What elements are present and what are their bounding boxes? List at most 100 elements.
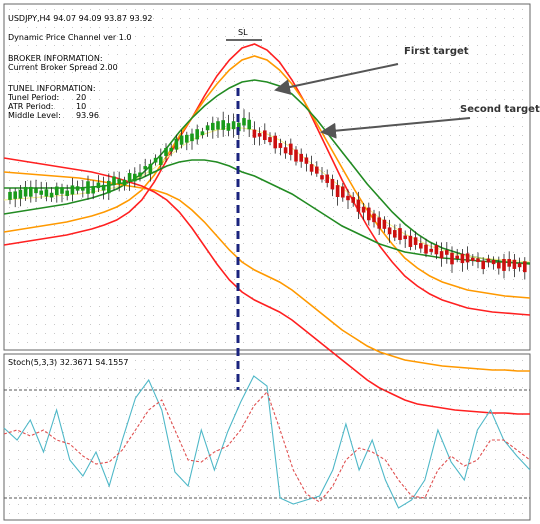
- candle: [179, 130, 184, 149]
- candle: [408, 229, 413, 251]
- candle: [507, 251, 511, 272]
- candle: [117, 171, 121, 192]
- candle: [283, 140, 288, 159]
- candle: [257, 127, 262, 146]
- tunel-period-label: Tunel Period:: [8, 93, 60, 102]
- candle: [497, 256, 501, 275]
- second-target-arrow: [320, 117, 471, 139]
- candle: [315, 161, 319, 177]
- candle: [200, 127, 205, 139]
- broker-spread: Current Broker Spread 2.00: [8, 63, 118, 72]
- spread-label: Current Broker Spread: [8, 63, 98, 72]
- candle: [127, 169, 132, 191]
- candle: [8, 188, 12, 205]
- candle: [29, 180, 33, 203]
- candle: [351, 192, 355, 207]
- stoch-main-line: [3, 375, 531, 509]
- candle: [491, 256, 496, 270]
- candle: [91, 180, 95, 200]
- stoch-values: 32.3671 54.1557: [59, 358, 129, 367]
- band-line-6: [3, 157, 530, 415]
- candle: [44, 182, 49, 202]
- candle: [185, 131, 189, 151]
- first-target-arrow: [274, 63, 399, 95]
- candle: [372, 209, 376, 228]
- candle: [445, 242, 449, 264]
- tunnel-heading: TUNEL INFORMATION:: [8, 84, 96, 93]
- candle: [382, 216, 387, 233]
- candle: [112, 171, 116, 191]
- candle: [486, 254, 491, 268]
- candle: [304, 154, 309, 172]
- candle: [75, 180, 80, 195]
- candle: [49, 187, 54, 202]
- sl-label: SL: [238, 28, 248, 37]
- candle: [424, 238, 428, 258]
- header-line: USDJPY,H4 94.07 94.09 93.87 93.92: [8, 14, 152, 23]
- candle: [216, 117, 220, 138]
- spread-value: 2.00: [99, 63, 118, 72]
- candle: [377, 211, 381, 235]
- candle: [159, 148, 163, 169]
- band-line-0: [3, 43, 531, 316]
- broker-heading: BROKER INFORMATION:: [8, 54, 103, 63]
- candle: [70, 177, 75, 202]
- candle: [252, 121, 257, 145]
- tunel-period-value: 20: [76, 93, 87, 102]
- candle: [205, 122, 210, 137]
- candle: [325, 169, 329, 188]
- candle: [294, 146, 298, 166]
- stoch-pane-bg: [3, 353, 531, 521]
- candle: [367, 202, 371, 226]
- candle: [133, 167, 137, 188]
- candle: [138, 164, 142, 182]
- band-line-2: [3, 79, 531, 265]
- candle: [330, 174, 335, 197]
- candle: [34, 179, 38, 202]
- candle: [174, 134, 179, 153]
- candle: [107, 173, 111, 201]
- candle: [231, 113, 236, 138]
- candle: [471, 254, 475, 266]
- candle: [476, 252, 480, 269]
- candle: [502, 253, 506, 279]
- candle: [96, 175, 101, 192]
- candle: [268, 132, 272, 146]
- indicator-title: Dynamic Price Channel ver 1.0: [8, 33, 132, 42]
- candle: [273, 132, 277, 154]
- candles: [8, 109, 527, 280]
- candle: [393, 224, 397, 242]
- candle: [247, 112, 251, 137]
- candle: [18, 185, 23, 207]
- candle: [65, 184, 69, 201]
- candle: [434, 241, 439, 260]
- main-pane-bg: [3, 3, 531, 351]
- atr-period: ATR Period: 10: [8, 102, 86, 111]
- candle: [299, 148, 303, 168]
- candle: [335, 179, 340, 206]
- stoch-label: Stoch(5,3,3): [8, 358, 58, 367]
- candle: [517, 257, 522, 272]
- first-target-label: First target: [404, 46, 469, 57]
- candle: [148, 159, 153, 182]
- stoch-signal-line: [3, 390, 531, 503]
- stoch-header: Stoch(5,3,3) 32.3671 54.1557: [8, 358, 128, 367]
- candle: [455, 248, 459, 263]
- tunel-period: Tunel Period: 20: [8, 93, 86, 102]
- candle: [320, 167, 324, 183]
- candle: [460, 248, 465, 272]
- middle-level: Middle Level: 93.96: [8, 111, 99, 120]
- candle: [481, 257, 485, 275]
- candle: [356, 191, 361, 220]
- candle: [465, 246, 470, 270]
- candle: [169, 143, 173, 157]
- atr-period-label: ATR Period:: [8, 102, 54, 111]
- candle: [278, 138, 283, 156]
- candle: [341, 182, 345, 202]
- candle: [439, 242, 444, 267]
- candle: [387, 219, 392, 243]
- candle: [309, 155, 314, 176]
- middle-level-value: 93.96: [76, 111, 99, 120]
